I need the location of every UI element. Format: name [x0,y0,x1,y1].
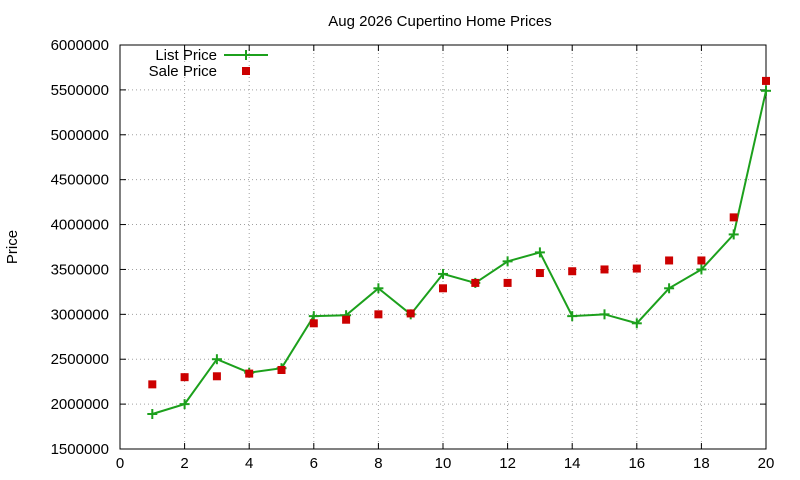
data-point [762,76,770,85]
x-tick-label: 18 [693,455,710,472]
data-point [534,247,545,258]
chart-title: Aug 2026 Cupertino Home Prices [328,13,551,30]
y-tick-label: 2000000 [51,396,109,413]
data-point [728,229,739,240]
x-tick-label: 0 [116,455,124,472]
data-point [147,408,158,419]
y-tick-label: 3500000 [51,261,109,278]
x-tick-label: 14 [564,455,581,472]
x-tick-label: 10 [435,455,452,472]
y-tick-label: 4500000 [51,172,109,189]
ticks-layer: 0 2 4 6 8 10 12 14 16 18 20 1500000 2000000 2500000 30… [51,37,775,472]
data-point [211,354,222,365]
series-layer [147,76,771,419]
data-point [696,264,707,275]
data-point [568,267,577,276]
y-axis-label: Price [4,230,21,264]
y-tick-label: 1500000 [51,441,109,458]
x-tick-label: 16 [628,455,645,472]
data-point [502,256,513,267]
data-point [374,310,383,319]
series-sale-price [148,76,770,389]
data-point [212,372,221,381]
data-point [599,309,610,320]
series-list-price [147,85,771,419]
data-point [535,269,544,278]
data-point [697,256,706,265]
x-tick-label: 6 [310,455,318,472]
x-tick-label: 12 [499,455,516,472]
data-point [406,309,415,318]
data-point [438,268,448,279]
data-point [600,265,609,274]
data-point [148,380,157,389]
y-tick-label: 6000000 [51,37,109,54]
data-point [277,365,286,374]
y-tick-label: 5500000 [51,82,109,99]
y-tick-label: 5000000 [51,127,109,144]
x-tick-label: 8 [374,455,382,472]
y-tick-label: 3000000 [51,306,109,323]
data-point [439,284,447,293]
data-point [373,283,384,294]
y-tick-label: 4000000 [51,217,109,234]
data-point [309,319,318,328]
data-point [245,369,254,378]
data-point [471,278,480,287]
data-point [729,213,738,222]
x-tick-label: 20 [758,455,775,472]
data-point [567,311,578,322]
legend-marker [241,50,251,60]
data-point [503,278,512,287]
legend-label: List Price [155,47,217,64]
data-point [664,283,675,294]
data-point [665,256,674,265]
grid-layer [120,45,766,449]
data-point [632,264,641,273]
y-tick-label: 2500000 [51,351,109,368]
x-tick-label: 4 [245,455,253,472]
legend-entry: Sale Price [149,63,250,80]
legend-label: Sale Price [149,63,217,80]
series-line [152,90,767,415]
data-point [631,318,642,329]
data-point [342,315,351,324]
data-point [179,399,190,410]
x-tick-label: 2 [180,455,188,472]
data-point [761,85,771,96]
data-point [180,373,189,382]
legend-entry: List Price [155,47,268,64]
legend-marker [242,67,250,75]
